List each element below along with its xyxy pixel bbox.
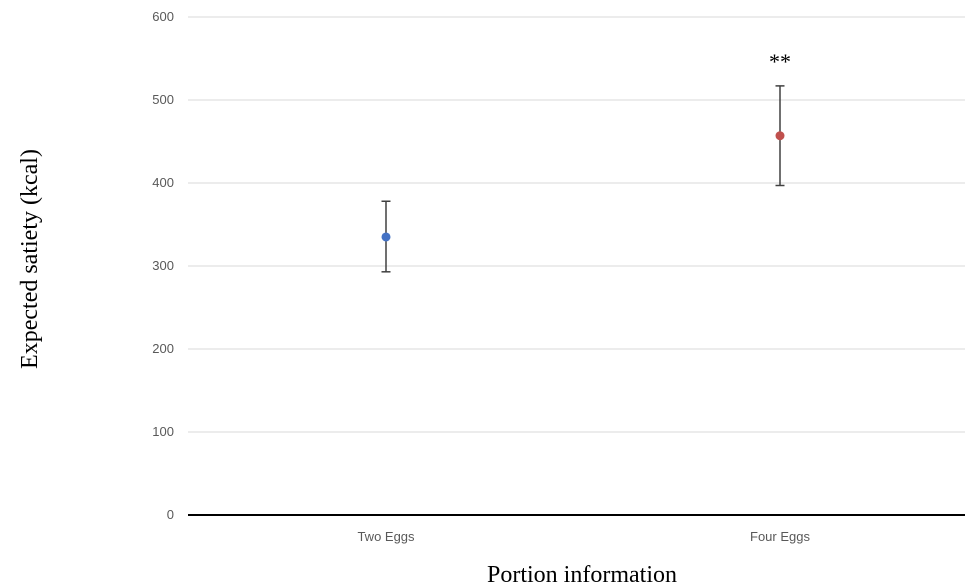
- data-points: [381, 131, 785, 242]
- y-tick-label: 300: [152, 258, 174, 273]
- annotations: **: [769, 49, 791, 74]
- x-axis-title: Portion information: [487, 562, 677, 588]
- y-tick-label: 600: [152, 9, 174, 24]
- significance-annotation: **: [769, 49, 791, 74]
- y-tick-label: 100: [152, 424, 174, 439]
- gridlines: [188, 16, 965, 433]
- y-tick-label: 500: [152, 92, 174, 107]
- y-axis-title: Expected satiety (kcal): [17, 149, 43, 369]
- y-tick-label: 400: [152, 175, 174, 190]
- data-point: [775, 131, 785, 141]
- y-tick-label: 0: [167, 507, 174, 522]
- error-bars: [381, 85, 785, 273]
- y-tick-label: 200: [152, 341, 174, 356]
- y-tick-labels: 0 100 200 300 400 500 600: [152, 9, 174, 522]
- x-tick-labels: Two Eggs Four Eggs: [357, 529, 810, 544]
- data-point: [381, 232, 391, 242]
- x-tick-label: Four Eggs: [750, 529, 810, 544]
- x-tick-label: Two Eggs: [357, 529, 415, 544]
